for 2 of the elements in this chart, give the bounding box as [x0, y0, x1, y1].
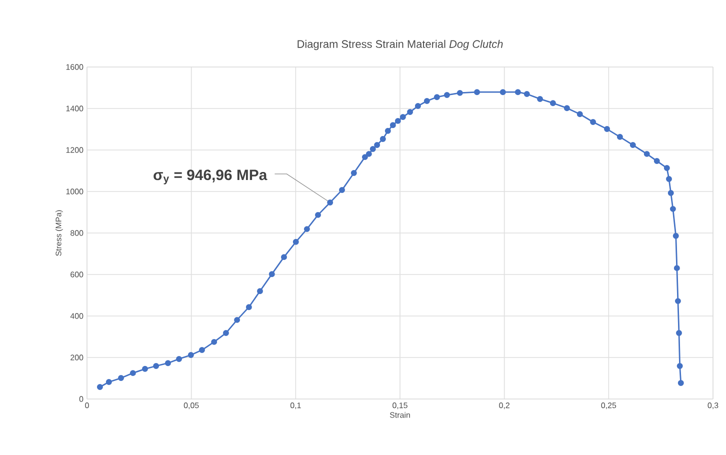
annotation: σ$_{y}$ = 946,96 MPa [154, 170, 268, 184]
chart-title: Diagram Stress Strain Material Dog Clutch [298, 40, 503, 50]
